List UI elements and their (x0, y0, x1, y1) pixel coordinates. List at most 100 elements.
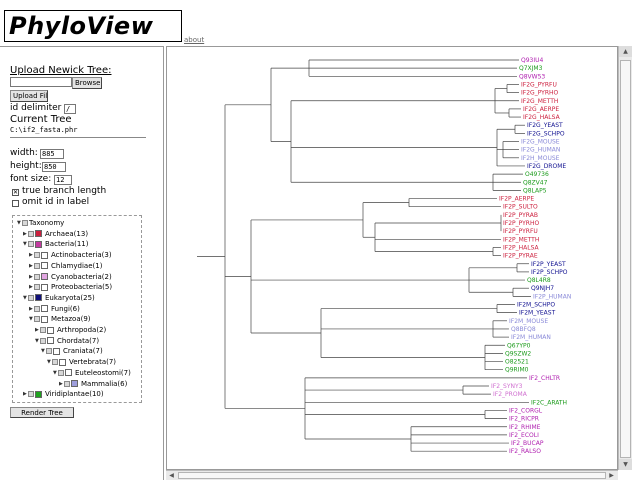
tree-leaf-label[interactable]: IF2_RALSO (509, 448, 541, 455)
collapse-icon[interactable]: ▼ (35, 337, 39, 344)
tree-leaf-label[interactable]: Q7XJM3 (519, 65, 543, 72)
tree-leaf-label[interactable]: Q9SZW2 (505, 350, 531, 357)
tree-leaf-label[interactable]: O82521 (505, 359, 529, 366)
collapse-icon[interactable]: ▼ (41, 348, 45, 355)
collapse-icon[interactable]: ▼ (53, 369, 57, 376)
taxonomy-node[interactable]: ▶ Archaea(13) (23, 229, 88, 239)
expand-icon[interactable]: ▶ (35, 327, 39, 333)
expand-icon[interactable]: ▶ (29, 262, 33, 269)
about-link[interactable]: about (184, 36, 205, 44)
collapse-icon[interactable]: ▼ (47, 359, 51, 366)
collapse-icon[interactable]: ▼ (23, 294, 27, 301)
tree-leaf-label[interactable]: IF2P_PYRHO (503, 220, 539, 227)
tree-leaf-label[interactable]: IF2G_AERPE (523, 106, 559, 113)
browse-button[interactable]: Browse... (72, 77, 102, 89)
color-swatch[interactable] (35, 390, 42, 398)
taxonomy-node[interactable]: ▼ Chordata(7) (35, 336, 99, 346)
tree-leaf-label[interactable]: IF2P_METTH (503, 236, 539, 243)
tree-leaf-label[interactable]: IF2P_PYRAB (503, 212, 538, 219)
vertical-scroll-thumb[interactable] (620, 60, 631, 458)
tree-leaf-label[interactable]: IF2M_MOUSE (509, 318, 548, 325)
tree-leaf-label[interactable]: Q93IU4 (521, 57, 544, 64)
tree-leaf-label[interactable]: IF2M_YEAST (519, 310, 556, 317)
color-swatch[interactable] (41, 251, 48, 259)
upload-file-button[interactable]: Upload File (10, 90, 48, 102)
tree-leaf-label[interactable]: IF2G_PYRHO (521, 90, 559, 97)
color-swatch[interactable] (41, 283, 48, 291)
tree-leaf-label[interactable]: Q8BFQ8 (511, 326, 536, 333)
tree-leaf-label[interactable]: Q8L4R8 (527, 277, 551, 284)
tree-leaf-label[interactable]: Q67YP0 (507, 342, 531, 349)
expand-icon[interactable]: ▶ (59, 380, 63, 387)
tree-leaf-label[interactable]: Q8VW53 (519, 73, 545, 80)
width-input[interactable]: 885 (40, 149, 64, 159)
scroll-left-icon[interactable]: ◀ (169, 472, 174, 479)
height-input[interactable]: 850 (42, 162, 66, 172)
tree-leaf-label[interactable]: IF2P_YEAST (531, 261, 566, 268)
taxonomy-node[interactable]: ▶ Arthropoda(2) (35, 325, 106, 335)
tree-leaf-label[interactable]: IF2P_HUMAN (533, 293, 571, 300)
expand-icon[interactable]: ▶ (29, 273, 33, 280)
tree-leaf-label[interactable]: Q8LAP5 (523, 187, 547, 194)
expand-icon[interactable]: ▶ (29, 252, 33, 259)
font-size-input[interactable]: 12 (54, 175, 72, 185)
color-swatch[interactable] (59, 358, 66, 366)
tree-leaf-label[interactable]: Q8ZV47 (523, 179, 548, 186)
tree-leaf-label[interactable]: Q9RIM0 (505, 367, 529, 374)
tree-leaf-label[interactable]: IF2M_SCHPO (517, 302, 555, 309)
color-swatch[interactable] (71, 380, 78, 387)
taxonomy-node[interactable]: ▶ Mammalia(6) (59, 379, 127, 389)
taxonomy-node[interactable]: ▶ Fungi(6) (29, 304, 80, 314)
tree-leaf-label[interactable]: IF2P_AERPE (499, 196, 534, 203)
tree-leaf-label[interactable]: IF2M_HUMAN (511, 334, 551, 341)
expand-icon[interactable]: ▶ (29, 284, 33, 291)
horizontal-scrollbar[interactable]: ◀ ▶ (166, 470, 618, 480)
color-swatch[interactable] (35, 240, 42, 248)
render-tree-button[interactable]: Render Tree (10, 407, 74, 418)
expand-icon[interactable]: ▶ (23, 391, 27, 398)
tree-leaf-label[interactable]: IF2P_PYRAE (503, 253, 538, 260)
tree-leaf-label[interactable]: IF2_CHLTR (529, 375, 560, 382)
file-path-input[interactable] (10, 77, 72, 87)
tree-leaf-label[interactable]: IF2G_YEAST (527, 122, 563, 129)
tree-leaf-label[interactable]: IF2P_PYRFU (503, 228, 538, 235)
omit-id-checkbox[interactable] (12, 200, 19, 207)
tree-leaf-label[interactable]: IF2_RHIME (509, 424, 541, 431)
id-delimiter-input[interactable]: / (64, 104, 76, 114)
color-swatch[interactable] (47, 326, 54, 334)
expand-icon[interactable]: ▶ (23, 230, 27, 237)
scroll-up-icon[interactable]: ▲ (619, 46, 632, 57)
tree-leaf-label[interactable]: IF2G_SCHPO (527, 130, 565, 137)
tree-leaf-label[interactable]: IF2G_HALSA (523, 114, 561, 121)
tree-leaf-label[interactable]: IF2G_MOUSE (521, 139, 560, 146)
horizontal-scroll-thumb[interactable] (178, 472, 606, 479)
taxonomy-node[interactable]: ▶ Viridiplantae(10) (23, 389, 104, 399)
vertical-scrollbar[interactable]: ▲ ▼ (618, 46, 632, 470)
color-swatch[interactable] (35, 230, 42, 238)
collapse-icon[interactable]: ▼ (29, 316, 33, 323)
tree-leaf-label[interactable]: IF2G_HUMAN (521, 147, 560, 154)
color-swatch[interactable] (41, 273, 48, 280)
taxonomy-node[interactable]: ▼ Craniata(7) (41, 346, 103, 356)
tree-leaf-label[interactable]: IF2H_MOUSE (521, 155, 560, 162)
scroll-down-icon[interactable]: ▼ (619, 459, 632, 470)
tree-leaf-label[interactable]: IF2P_HALSA (503, 244, 540, 251)
tree-leaf-label[interactable]: O49736 (525, 171, 549, 178)
tree-leaf-label[interactable]: IF2P_SULTO (503, 204, 538, 211)
taxonomy-node[interactable]: ▶ Cyanobacteria(2) (29, 272, 112, 282)
tree-leaf-label[interactable]: IF2_PROMA (493, 391, 528, 398)
color-swatch[interactable] (41, 305, 48, 313)
color-swatch[interactable] (41, 315, 48, 323)
tree-leaf-label[interactable]: IF2G_DROME (527, 163, 566, 170)
taxonomy-node[interactable]: ▼ Vertebrata(7) (47, 357, 116, 367)
tree-leaf-label[interactable]: IF2C_ARATH (531, 399, 567, 406)
expand-icon[interactable]: ▶ (29, 305, 33, 312)
tree-leaf-label[interactable]: IF2G_METTH (521, 98, 558, 105)
tree-leaf-label[interactable]: IF2_ECOLI (509, 432, 539, 439)
taxonomy-node[interactable]: ▼ Taxonomy (17, 218, 64, 228)
color-swatch[interactable] (65, 369, 72, 377)
tree-leaf-label[interactable]: IF2_CORGL (509, 407, 543, 414)
taxonomy-node[interactable]: ▶ Proteobacteria(5) (29, 282, 112, 292)
tree-leaf-label[interactable]: IF2_BUCAP (511, 440, 544, 447)
color-swatch[interactable] (41, 262, 48, 270)
